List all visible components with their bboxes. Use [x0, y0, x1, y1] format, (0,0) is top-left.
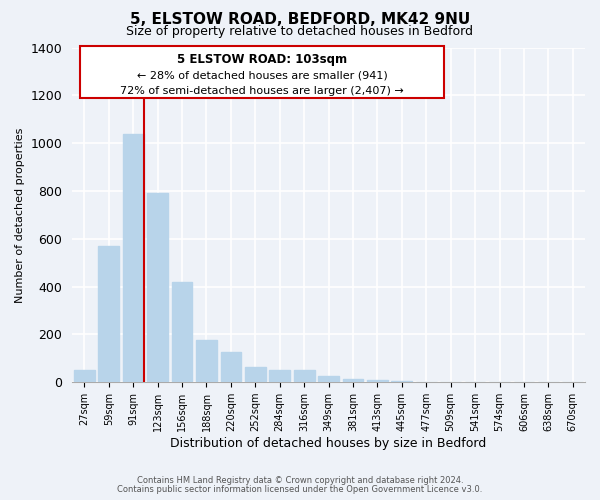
Y-axis label: Number of detached properties: Number of detached properties [15, 127, 25, 302]
Bar [294, 370, 314, 382]
Bar [221, 352, 241, 382]
Bar [123, 134, 143, 382]
Text: 5 ELSTOW ROAD: 103sqm: 5 ELSTOW ROAD: 103sqm [177, 53, 347, 66]
X-axis label: Distribution of detached houses by size in Bedford: Distribution of detached houses by size … [170, 437, 487, 450]
Bar [172, 282, 193, 382]
Bar [367, 380, 388, 382]
Bar [391, 381, 412, 382]
Bar [74, 370, 95, 382]
Text: ← 28% of detached houses are smaller (941): ← 28% of detached houses are smaller (94… [137, 70, 387, 81]
Bar [147, 194, 168, 382]
Bar [269, 370, 290, 382]
Text: 72% of semi-detached houses are larger (2,407) →: 72% of semi-detached houses are larger (… [120, 86, 404, 96]
Bar [196, 340, 217, 382]
FancyBboxPatch shape [80, 46, 444, 98]
Text: Size of property relative to detached houses in Bedford: Size of property relative to detached ho… [127, 25, 473, 38]
Bar [245, 366, 266, 382]
Bar [98, 246, 119, 382]
Text: Contains public sector information licensed under the Open Government Licence v3: Contains public sector information licen… [118, 485, 482, 494]
Bar [318, 376, 339, 382]
Text: Contains HM Land Registry data © Crown copyright and database right 2024.: Contains HM Land Registry data © Crown c… [137, 476, 463, 485]
Bar [343, 378, 364, 382]
Text: 5, ELSTOW ROAD, BEDFORD, MK42 9NU: 5, ELSTOW ROAD, BEDFORD, MK42 9NU [130, 12, 470, 28]
